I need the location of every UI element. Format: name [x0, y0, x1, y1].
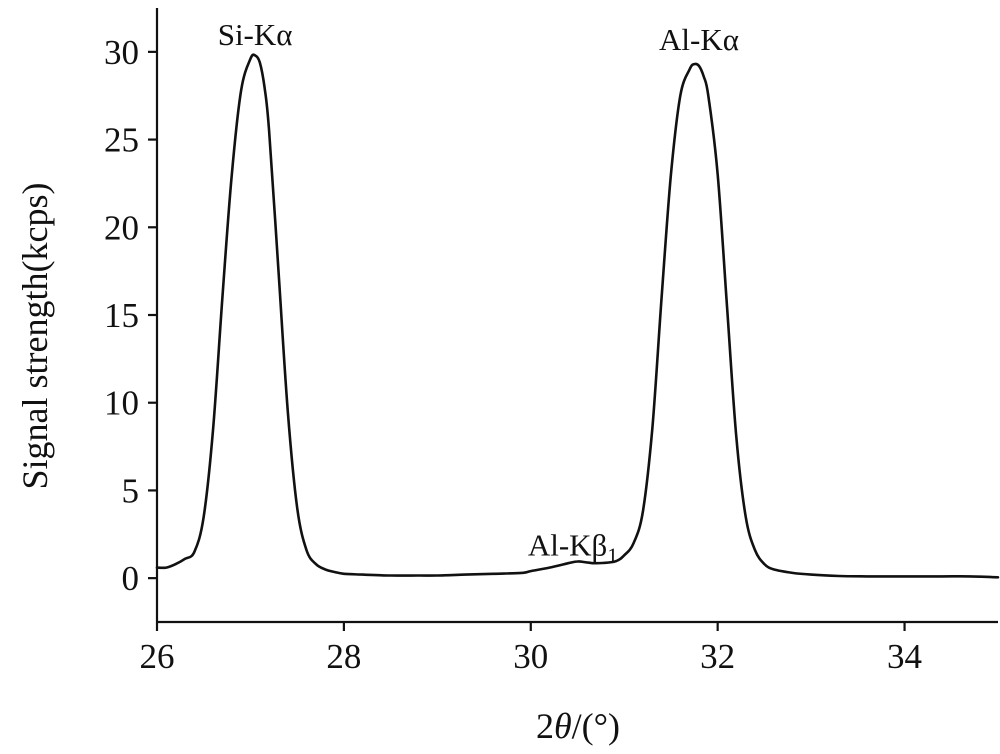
x-tick-label: 26 [140, 637, 175, 676]
y-tick-label: 0 [122, 559, 140, 598]
y-tick-label: 15 [104, 296, 139, 335]
peak-label: Al-Kα [659, 22, 739, 57]
peak-label: Al-Kβ1 [528, 527, 618, 567]
x-tick-label: 34 [887, 637, 922, 676]
series [155, 53, 1000, 579]
x-tick-label: 32 [700, 637, 735, 676]
y-axis-title: Signal strength(kcps) [15, 183, 55, 490]
ticks: 0 5 10 15 20 25 30 26 28 30 32 34 [104, 33, 922, 676]
x-axis-title: 2θ/(°) [536, 706, 620, 746]
y-tick-label: 20 [104, 208, 139, 247]
x-tick-label: 30 [513, 637, 548, 676]
annotations: Si-Kα Al-Kβ1 Al-Kα [218, 17, 739, 567]
series-line-0 [155, 53, 1000, 579]
y-tick-label: 5 [122, 471, 140, 510]
peak-label: Si-Kα [218, 17, 293, 52]
y-tick-label: 25 [104, 121, 139, 160]
y-tick-label: 10 [104, 384, 139, 423]
x-tick-label: 28 [326, 637, 361, 676]
y-tick-label: 30 [104, 33, 139, 72]
